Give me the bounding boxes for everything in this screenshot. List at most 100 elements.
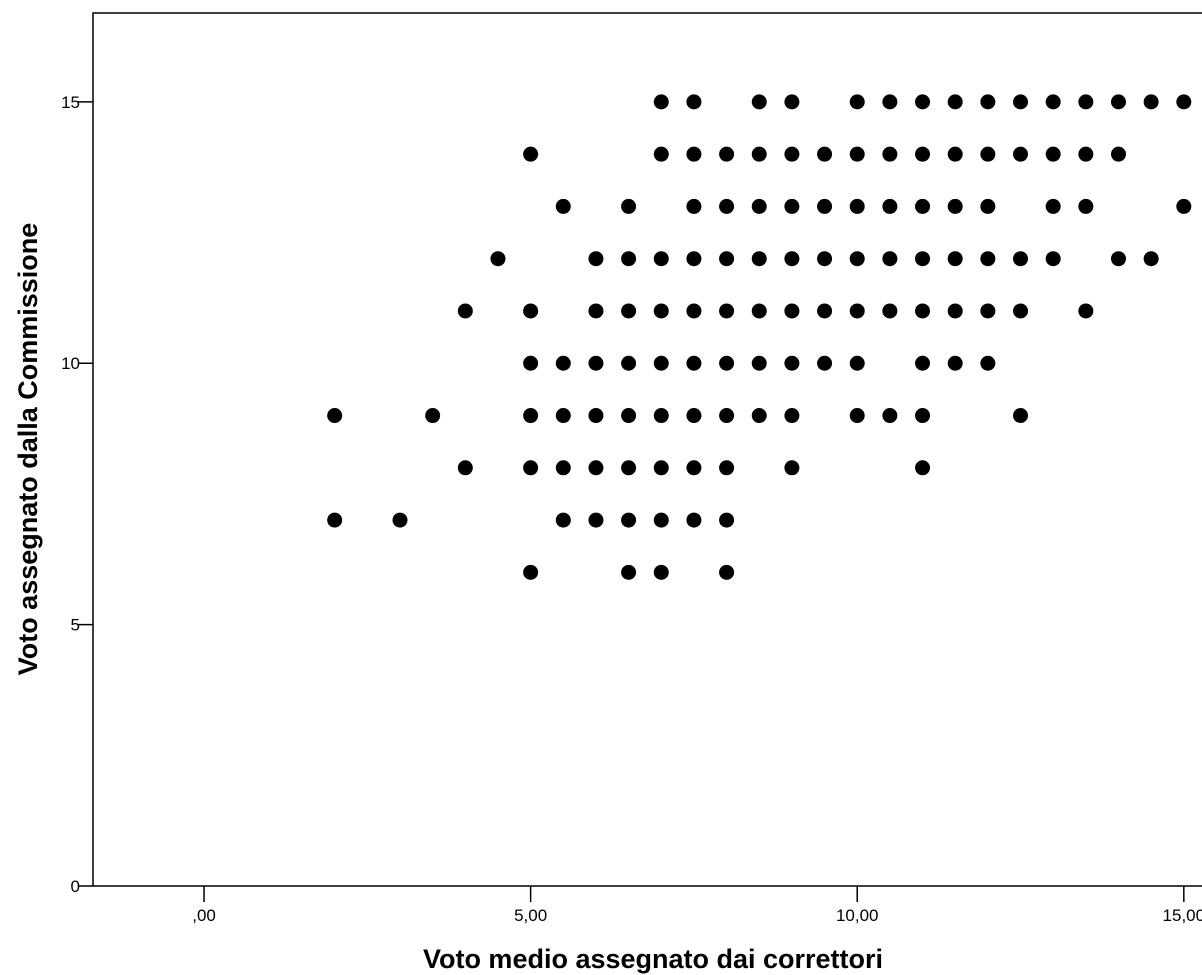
data-point bbox=[1078, 146, 1094, 162]
data-point bbox=[653, 564, 669, 580]
data-point bbox=[621, 251, 637, 267]
data-point bbox=[653, 355, 669, 371]
data-point bbox=[784, 408, 800, 424]
data-point bbox=[588, 512, 604, 528]
data-point bbox=[784, 355, 800, 371]
data-point bbox=[882, 408, 898, 424]
data-point bbox=[555, 198, 571, 214]
y-tick-label: 15 bbox=[61, 93, 80, 112]
data-point bbox=[849, 355, 865, 371]
y-axis: 0 5 10 15 bbox=[61, 93, 93, 896]
data-point bbox=[425, 408, 441, 424]
data-point bbox=[523, 564, 539, 580]
data-point bbox=[523, 355, 539, 371]
data-point bbox=[1013, 251, 1029, 267]
data-point bbox=[751, 198, 767, 214]
data-point bbox=[784, 251, 800, 267]
data-point bbox=[1013, 146, 1029, 162]
data-point bbox=[1045, 198, 1061, 214]
data-point bbox=[915, 198, 931, 214]
y-tick-label: 5 bbox=[71, 616, 80, 635]
data-point bbox=[849, 146, 865, 162]
y-tick-label: 10 bbox=[61, 354, 80, 373]
data-point bbox=[849, 303, 865, 319]
data-point bbox=[555, 408, 571, 424]
data-point bbox=[784, 303, 800, 319]
data-point bbox=[1078, 94, 1094, 110]
x-tick-label: 10,00 bbox=[836, 906, 879, 925]
data-point bbox=[686, 408, 702, 424]
data-point bbox=[588, 408, 604, 424]
data-point bbox=[686, 251, 702, 267]
data-point bbox=[719, 251, 735, 267]
data-point bbox=[817, 198, 833, 214]
data-point bbox=[621, 512, 637, 528]
data-point bbox=[719, 564, 735, 580]
data-point bbox=[1045, 251, 1061, 267]
data-point bbox=[1045, 94, 1061, 110]
data-point bbox=[817, 355, 833, 371]
data-point bbox=[621, 408, 637, 424]
data-point bbox=[980, 251, 996, 267]
data-point bbox=[686, 355, 702, 371]
data-point bbox=[947, 198, 963, 214]
data-point bbox=[621, 460, 637, 476]
data-point bbox=[1013, 94, 1029, 110]
data-point bbox=[1045, 146, 1061, 162]
data-point bbox=[588, 460, 604, 476]
data-point bbox=[653, 408, 669, 424]
data-point bbox=[784, 198, 800, 214]
data-point bbox=[719, 355, 735, 371]
data-point bbox=[817, 303, 833, 319]
data-point bbox=[621, 355, 637, 371]
data-point bbox=[915, 94, 931, 110]
data-point bbox=[947, 146, 963, 162]
data-point bbox=[751, 355, 767, 371]
data-point bbox=[719, 460, 735, 476]
data-point bbox=[980, 355, 996, 371]
data-point bbox=[1078, 198, 1094, 214]
data-point bbox=[1110, 251, 1126, 267]
data-point bbox=[1110, 146, 1126, 162]
data-point bbox=[751, 94, 767, 110]
data-point bbox=[882, 251, 898, 267]
data-point bbox=[523, 146, 539, 162]
data-point bbox=[849, 408, 865, 424]
data-point bbox=[947, 94, 963, 110]
data-point bbox=[817, 146, 833, 162]
data-point bbox=[523, 408, 539, 424]
data-point bbox=[457, 460, 473, 476]
data-point bbox=[1013, 303, 1029, 319]
data-point bbox=[947, 251, 963, 267]
data-point bbox=[1078, 303, 1094, 319]
data-point bbox=[327, 512, 343, 528]
data-points bbox=[327, 94, 1192, 580]
data-point bbox=[653, 512, 669, 528]
data-point bbox=[555, 460, 571, 476]
y-axis-title: Voto assegnato dalla Commissione bbox=[13, 223, 43, 676]
data-point bbox=[686, 146, 702, 162]
data-point bbox=[882, 94, 898, 110]
data-point bbox=[719, 303, 735, 319]
data-point bbox=[653, 303, 669, 319]
data-point bbox=[1143, 251, 1159, 267]
data-point bbox=[719, 512, 735, 528]
data-point bbox=[915, 251, 931, 267]
data-point bbox=[784, 146, 800, 162]
data-point bbox=[751, 303, 767, 319]
data-point bbox=[686, 198, 702, 214]
data-point bbox=[784, 460, 800, 476]
data-point bbox=[653, 251, 669, 267]
plot-frame bbox=[92, 12, 1202, 887]
data-point bbox=[1176, 94, 1192, 110]
data-point bbox=[947, 355, 963, 371]
data-point bbox=[751, 251, 767, 267]
data-point bbox=[980, 198, 996, 214]
data-point bbox=[686, 303, 702, 319]
data-point bbox=[588, 355, 604, 371]
data-point bbox=[588, 303, 604, 319]
x-tick-label: 5,00 bbox=[514, 906, 547, 925]
data-point bbox=[1143, 94, 1159, 110]
x-axis-title: Voto medio assegnato dai correttori bbox=[423, 944, 883, 974]
